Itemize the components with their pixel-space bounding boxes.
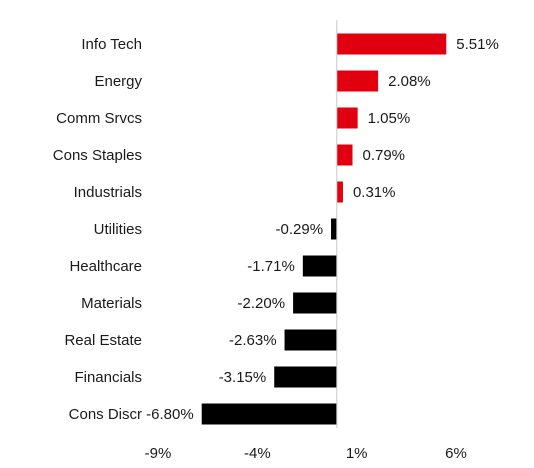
category-label-real-estate: Real Estate — [64, 332, 142, 349]
bar-materials — [293, 292, 337, 314]
data-label-info-tech: 5.51% — [456, 36, 499, 53]
bar-info-tech — [336, 33, 447, 55]
category-label-cons-staples: Cons Staples — [53, 147, 142, 164]
category-label-comm-srvcs: Comm Srvcs — [56, 110, 142, 127]
bar-industrials — [336, 181, 343, 203]
bar-healthcare — [302, 255, 337, 277]
data-label-materials: -2.20% — [238, 295, 286, 312]
category-label-materials: Materials — [81, 295, 142, 312]
category-label-energy: Energy — [94, 73, 142, 90]
data-label-cons-discr: -6.80% — [146, 406, 194, 423]
x-tick-label: 1% — [346, 445, 368, 462]
data-label-utilities: -0.29% — [276, 221, 324, 238]
bar-comm-srvcs — [336, 107, 358, 129]
category-label-cons-discr: Cons Discr — [69, 406, 142, 423]
data-label-real-estate: -2.63% — [229, 332, 277, 349]
bar-real-estate — [284, 329, 337, 351]
bar-financials — [274, 366, 337, 388]
x-tick-label: -4% — [244, 445, 271, 462]
bar-energy — [336, 70, 379, 92]
category-label-info-tech: Info Tech — [81, 36, 142, 53]
x-axis-ticks: -9% -4% 1% 6% — [145, 445, 467, 462]
data-label-financials: -3.15% — [219, 369, 267, 386]
bar-cons-discr — [201, 403, 337, 425]
bar-utilities — [331, 218, 337, 240]
data-label-industrials: 0.31% — [353, 184, 396, 201]
data-label-comm-srvcs: 1.05% — [368, 110, 411, 127]
x-tick-label: 6% — [445, 445, 467, 462]
category-label-industrials: Industrials — [74, 184, 142, 201]
data-label-energy: 2.08% — [388, 73, 431, 90]
x-tick-label: -9% — [145, 445, 172, 462]
bars-group — [201, 33, 447, 425]
category-label-financials: Financials — [74, 369, 142, 386]
data-label-healthcare: -1.71% — [247, 258, 295, 275]
category-label-utilities: Utilities — [94, 221, 142, 238]
category-label-healthcare: Healthcare — [69, 258, 142, 275]
labels-group: Info Tech 5.51% Energy 2.08% Comm Srvcs 1.05%… — [53, 36, 499, 423]
data-label-cons-staples: 0.79% — [362, 147, 405, 164]
bar-cons-staples — [336, 144, 353, 166]
